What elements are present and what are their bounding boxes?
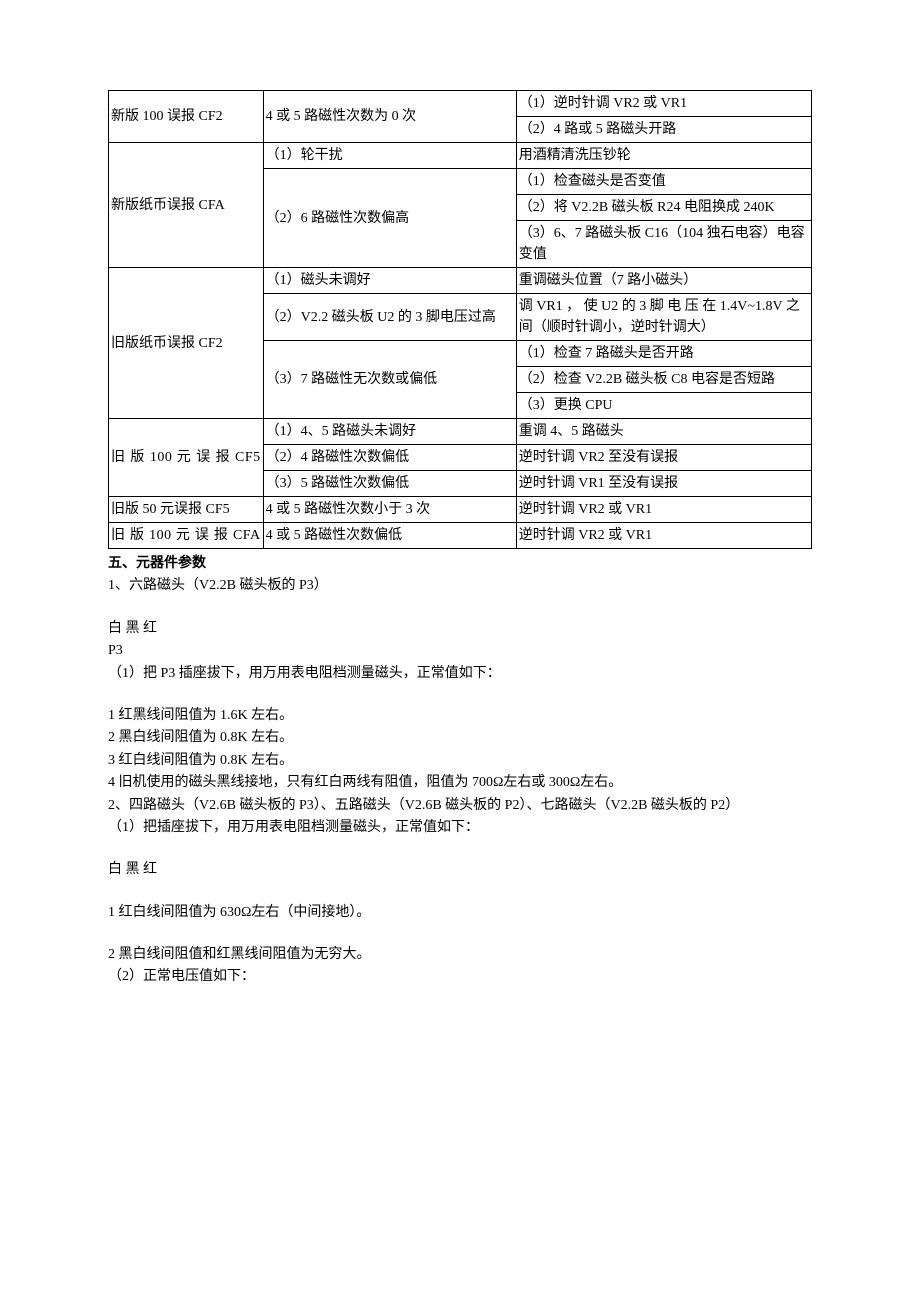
table-cell-solution: （1）检查 7 路磁头是否开路 xyxy=(516,341,811,367)
table-cell-solution: （3）6、7 路磁头板 C16（104 独石电容）电容变值 xyxy=(516,221,811,268)
table-cell-cause: （1）磁头未调好 xyxy=(263,268,516,294)
body-line: 4 旧机使用的磁头黑线接地，只有红白两线有阻值，阻值为 700Ω左右或 300Ω… xyxy=(108,772,812,794)
table-cell-cause: 4 或 5 路磁性次数为 0 次 xyxy=(263,91,516,143)
table-cell-fault: 旧版 50 元误报 CF5 xyxy=(109,497,264,523)
table-cell-fault: 旧 版 100 元 误 报 CF5 xyxy=(109,419,264,497)
table-cell-solution: 重调 4、5 路磁头 xyxy=(516,419,811,445)
body-line: （1）把插座拔下，用万用表电阻档测量磁头，正常值如下： xyxy=(108,817,812,839)
body-line: （2）正常电压值如下： xyxy=(108,966,812,988)
body-line: （1）把 P3 插座拔下，用万用表电阻档测量磁头，正常值如下： xyxy=(108,663,812,685)
table-cell-fault: 新版纸币误报 CFA xyxy=(109,143,264,268)
table-cell-cause: （1）轮干扰 xyxy=(263,143,516,169)
table-cell-cause: （3）5 路磁性次数偏低 xyxy=(263,471,516,497)
body-line: 2 黑白线间阻值为 0.8K 左右。 xyxy=(108,727,812,749)
table-row: 新版 100 误报 CF24 或 5 路磁性次数为 0 次（1）逆时针调 VR2… xyxy=(109,91,812,117)
table-cell-fault: 新版 100 误报 CF2 xyxy=(109,91,264,143)
table-cell-solution: 逆时针调 VR2 或 VR1 xyxy=(516,523,811,549)
table-cell-cause: （2）6 路磁性次数偏高 xyxy=(263,169,516,268)
table-cell-solution: 逆时针调 VR2 或 VR1 xyxy=(516,497,811,523)
section-heading: 五、元器件参数 xyxy=(108,553,812,575)
blank-line xyxy=(108,685,812,705)
table-cell-cause: 4 或 5 路磁性次数偏低 xyxy=(263,523,516,549)
table-cell-cause: （3）7 路磁性无次数或偏低 xyxy=(263,341,516,419)
table-cell-solution: （3）更换 CPU xyxy=(516,393,811,419)
table-row: 旧版纸币误报 CF2（1）磁头未调好重调磁头位置（7 路小磁头） xyxy=(109,268,812,294)
body-line: 1 红黑线间阻值为 1.6K 左右。 xyxy=(108,705,812,727)
body-line: 2 黑白线间阻值和红黑线间阻值为无穷大。 xyxy=(108,944,812,966)
table-cell-solution: 重调磁头位置（7 路小磁头） xyxy=(516,268,811,294)
troubleshooting-table: 新版 100 误报 CF24 或 5 路磁性次数为 0 次（1）逆时针调 VR2… xyxy=(108,90,812,549)
table-row: 旧版 50 元误报 CF54 或 5 路磁性次数小于 3 次逆时针调 VR2 或… xyxy=(109,497,812,523)
table-cell-solution: （1）检查磁头是否变值 xyxy=(516,169,811,195)
table-cell-solution: 逆时针调 VR1 至没有误报 xyxy=(516,471,811,497)
table-cell-solution: 调 VR1 ， 使 U2 的 3 脚 电 压 在 1.4V~1.8V 之间（顺时… xyxy=(516,294,811,341)
table-row: 新版纸币误报 CFA（1）轮干扰用酒精清洗压钞轮 xyxy=(109,143,812,169)
body-line: P3 xyxy=(108,640,812,662)
blank-line xyxy=(108,839,812,859)
body-paragraphs: 1、六路磁头（V2.2B 磁头板的 P3）白 黑 红P3（1）把 P3 插座拔下… xyxy=(108,575,812,988)
blank-line xyxy=(108,924,812,944)
body-line: 白 黑 红 xyxy=(108,859,812,881)
body-line: 1 红白线间阻值为 630Ω左右（中间接地）。 xyxy=(108,902,812,924)
table-cell-fault: 旧版纸币误报 CF2 xyxy=(109,268,264,419)
table-row: 旧 版 100 元 误 报 CFA4 或 5 路磁性次数偏低逆时针调 VR2 或… xyxy=(109,523,812,549)
body-line: 白 黑 红 xyxy=(108,618,812,640)
blank-line xyxy=(108,882,812,902)
table-cell-fault: 旧 版 100 元 误 报 CFA xyxy=(109,523,264,549)
body-line: 2、四路磁头（V2.6B 磁头板的 P3）、五路磁头（V2.6B 磁头板的 P2… xyxy=(108,795,812,817)
table-cell-cause: （2）V2.2 磁头板 U2 的 3 脚电压过高 xyxy=(263,294,516,341)
table-cell-cause: 4 或 5 路磁性次数小于 3 次 xyxy=(263,497,516,523)
table-cell-solution: 逆时针调 VR2 至没有误报 xyxy=(516,445,811,471)
table-cell-solution: 用酒精清洗压钞轮 xyxy=(516,143,811,169)
table-cell-solution: （2）4 路或 5 路磁头开路 xyxy=(516,117,811,143)
table-cell-cause: （2）4 路磁性次数偏低 xyxy=(263,445,516,471)
body-line: 1、六路磁头（V2.2B 磁头板的 P3） xyxy=(108,575,812,597)
body-line: 3 红白线间阻值为 0.8K 左右。 xyxy=(108,750,812,772)
table-cell-solution: （1）逆时针调 VR2 或 VR1 xyxy=(516,91,811,117)
table-cell-solution: （2）检查 V2.2B 磁头板 C8 电容是否短路 xyxy=(516,367,811,393)
blank-line xyxy=(108,598,812,618)
table-row: 旧 版 100 元 误 报 CF5（1）4、5 路磁头未调好重调 4、5 路磁头 xyxy=(109,419,812,445)
table-cell-cause: （1）4、5 路磁头未调好 xyxy=(263,419,516,445)
table-cell-solution: （2）将 V2.2B 磁头板 R24 电阻换成 240K xyxy=(516,195,811,221)
